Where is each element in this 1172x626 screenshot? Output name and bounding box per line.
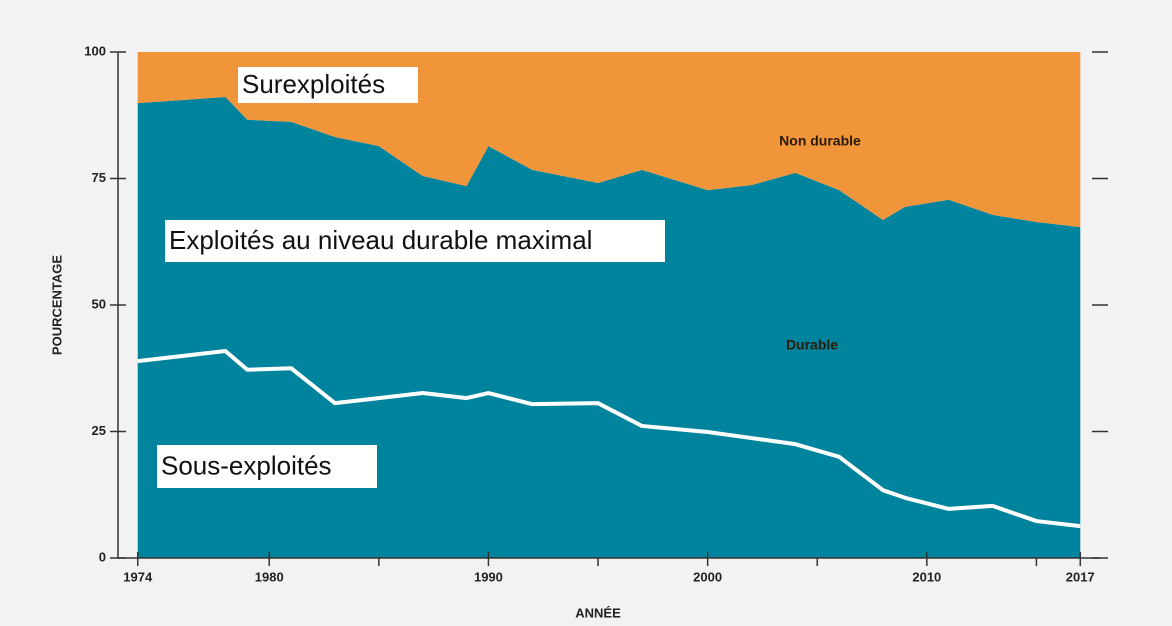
x-axis-label: ANNÉE <box>575 605 621 620</box>
boundary-line <box>137 349 1081 529</box>
series-label: Sous-exploités <box>161 450 332 480</box>
label-box <box>157 445 377 488</box>
x-tick-label: 2000 <box>693 569 722 584</box>
annotation: Durable <box>786 337 838 353</box>
annotation: Non durable <box>779 133 861 149</box>
area <box>137 97 1081 527</box>
y-axis-label: POURCENTAGE <box>49 255 64 355</box>
x-tick-label: 1980 <box>255 569 284 584</box>
x-tick-label: 1974 <box>123 569 153 584</box>
label-box <box>238 67 418 103</box>
y-tick-label: 100 <box>84 43 106 58</box>
x-tick-label: 2010 <box>912 569 941 584</box>
series-label: Exploités au niveau durable maximal <box>169 225 592 255</box>
y-tick-label: 0 <box>99 549 106 564</box>
label-box <box>165 220 665 262</box>
y-tick-label: 75 <box>92 170 106 185</box>
x-tick-label: 1990 <box>474 569 503 584</box>
y-tick-label: 25 <box>92 423 106 438</box>
x-tick-label: 2017 <box>1066 569 1095 584</box>
y-tick-label: 50 <box>92 296 106 311</box>
series-label: Surexploités <box>242 69 385 99</box>
area <box>137 351 1081 558</box>
